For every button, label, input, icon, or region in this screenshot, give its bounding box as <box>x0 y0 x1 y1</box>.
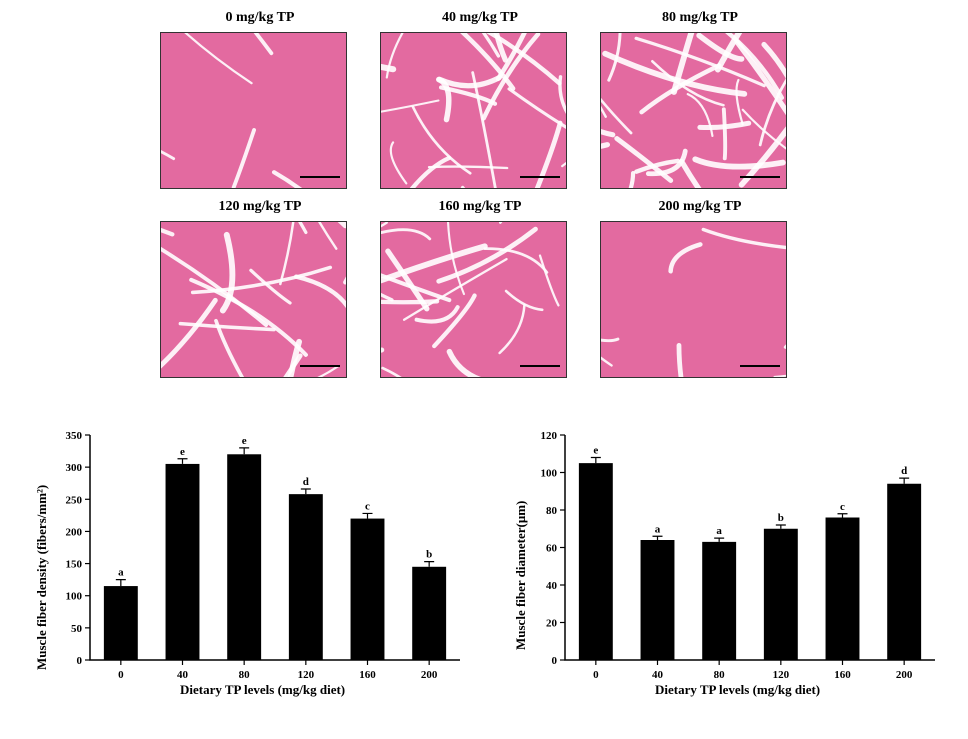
scale-bar <box>300 176 340 182</box>
svg-text:350: 350 <box>66 430 83 442</box>
panel-title: 80 mg/kg TP <box>600 10 800 26</box>
svg-text:40: 40 <box>652 669 664 681</box>
svg-text:120: 120 <box>541 430 558 442</box>
panel-title: 200 mg/kg TP <box>600 199 800 215</box>
panel-title: 40 mg/kg TP <box>380 10 580 26</box>
charts-row: Muscle fiber density (fibers/mm²) Dietar… <box>20 420 950 720</box>
scale-bar <box>740 365 780 371</box>
histology-panel-3: 120 mg/kg TP <box>160 199 360 378</box>
svg-text:200: 200 <box>421 669 438 681</box>
histology-image <box>380 221 567 378</box>
svg-text:0: 0 <box>552 655 558 667</box>
svg-text:120: 120 <box>298 669 315 681</box>
svg-text:c: c <box>840 501 845 513</box>
svg-text:200: 200 <box>66 526 83 538</box>
svg-text:0: 0 <box>118 669 124 681</box>
histology-panel-5: 200 mg/kg TP <box>600 199 800 378</box>
svg-text:e: e <box>180 446 185 458</box>
svg-text:20: 20 <box>546 618 558 630</box>
svg-text:40: 40 <box>546 580 558 592</box>
histology-image <box>600 32 787 189</box>
svg-text:80: 80 <box>546 505 558 517</box>
svg-text:d: d <box>303 476 309 488</box>
svg-text:160: 160 <box>359 669 376 681</box>
histology-row-2: 120 mg/kg TP 160 mg/kg TP 200 mg/kg TP <box>160 199 800 378</box>
histology-panel-1: 40 mg/kg TP <box>380 10 580 189</box>
svg-text:50: 50 <box>71 623 83 635</box>
histology-panel-2: 80 mg/kg TP <box>600 10 800 189</box>
svg-text:300: 300 <box>66 462 83 474</box>
svg-text:150: 150 <box>66 559 83 571</box>
svg-text:e: e <box>593 445 598 457</box>
svg-text:80: 80 <box>714 669 726 681</box>
histology-panel-4: 160 mg/kg TP <box>380 199 580 378</box>
histology-grid: 0 mg/kg TP 40 mg/kg TP 80 mg/kg TP 12 <box>160 10 800 388</box>
svg-text:b: b <box>426 549 432 561</box>
svg-text:0: 0 <box>77 655 83 667</box>
histology-image <box>380 32 567 189</box>
svg-text:e: e <box>242 435 247 447</box>
svg-text:0: 0 <box>593 669 599 681</box>
svg-text:200: 200 <box>896 669 913 681</box>
histology-row-1: 0 mg/kg TP 40 mg/kg TP 80 mg/kg TP <box>160 10 800 189</box>
svg-text:250: 250 <box>66 494 83 506</box>
svg-text:b: b <box>778 512 784 524</box>
panel-title: 160 mg/kg TP <box>380 199 580 215</box>
chart-diameter: Muscle fiber diameter(μm) Dietary TP lev… <box>495 420 950 710</box>
svg-text:100: 100 <box>66 591 83 603</box>
svg-text:160: 160 <box>834 669 851 681</box>
scale-bar <box>520 365 560 371</box>
svg-text:a: a <box>118 567 124 579</box>
histology-panel-0: 0 mg/kg TP <box>160 10 360 189</box>
scale-bar <box>300 365 340 371</box>
panel-title: 120 mg/kg TP <box>160 199 360 215</box>
histology-image <box>160 221 347 378</box>
svg-text:80: 80 <box>239 669 251 681</box>
scale-bar <box>520 176 560 182</box>
histology-image <box>600 221 787 378</box>
figure-page: 0 mg/kg TP 40 mg/kg TP 80 mg/kg TP 12 <box>0 0 968 739</box>
histology-image <box>160 32 347 189</box>
svg-text:100: 100 <box>541 468 558 480</box>
svg-text:c: c <box>365 500 370 512</box>
chart-density: Muscle fiber density (fibers/mm²) Dietar… <box>20 420 475 710</box>
svg-text:40: 40 <box>177 669 189 681</box>
svg-text:60: 60 <box>546 543 558 555</box>
panel-title: 0 mg/kg TP <box>160 10 360 26</box>
svg-text:a: a <box>716 525 722 537</box>
svg-text:120: 120 <box>773 669 790 681</box>
svg-text:a: a <box>655 523 661 535</box>
scale-bar <box>740 176 780 182</box>
svg-text:d: d <box>901 465 907 477</box>
